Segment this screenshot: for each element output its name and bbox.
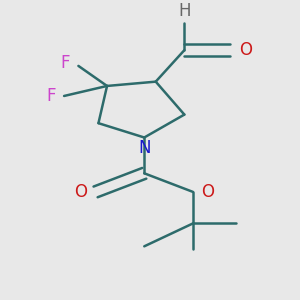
Text: O: O: [239, 41, 252, 59]
Text: O: O: [74, 183, 87, 201]
Text: N: N: [138, 139, 151, 157]
Text: H: H: [178, 2, 190, 20]
Text: F: F: [46, 87, 56, 105]
Text: O: O: [202, 183, 214, 201]
Text: F: F: [60, 54, 70, 72]
